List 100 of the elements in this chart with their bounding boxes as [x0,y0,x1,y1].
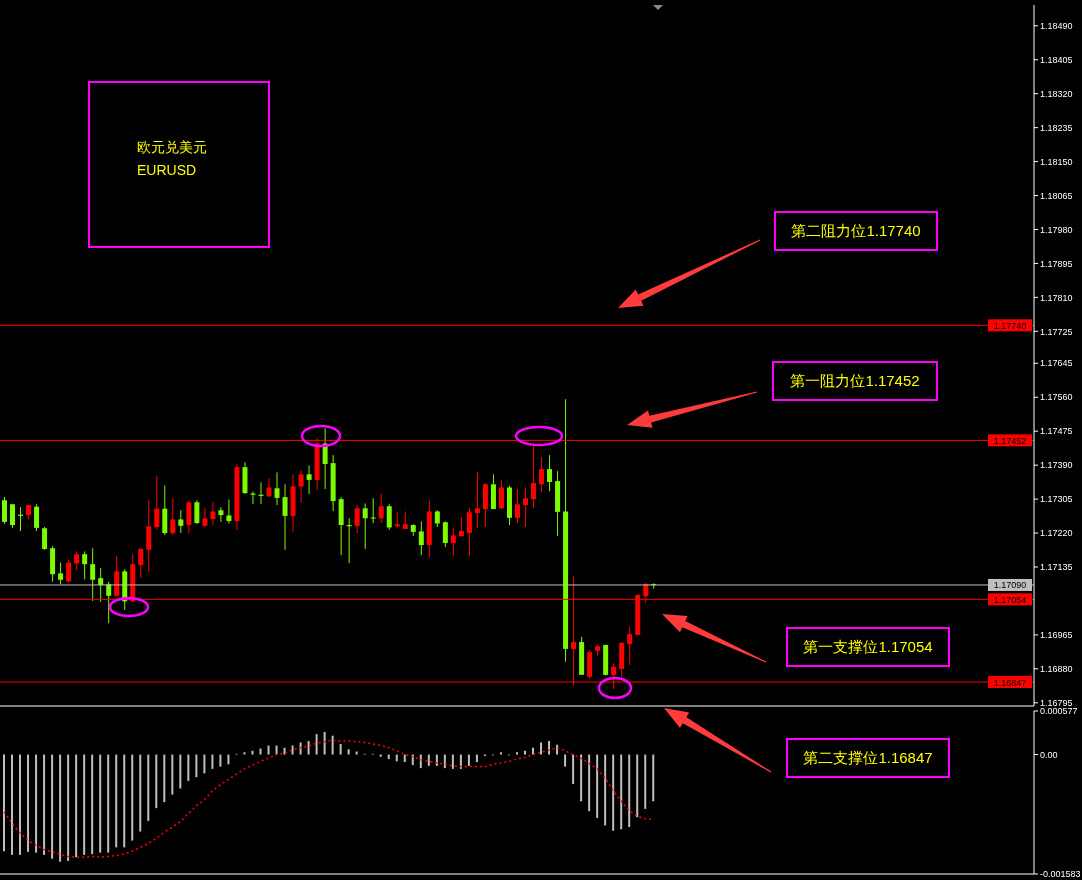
candlestick [547,454,553,492]
bar [171,754,174,795]
bar [572,754,575,784]
bar [323,731,326,755]
y-tick-label: 1.18150 [1040,156,1073,167]
bar [475,754,478,763]
bar [275,745,278,755]
bar [203,754,206,774]
bar [331,735,334,755]
candlestick [466,507,472,557]
candlestick [370,497,376,524]
bar [580,754,583,802]
y-tick-label: 1.16880 [1040,664,1073,675]
candlestick [266,477,272,498]
y-tick-label: 1.18320 [1040,88,1073,99]
candlestick [474,471,480,529]
candlestick [450,526,456,557]
candlestick [386,503,392,531]
bar [99,754,102,853]
bar [588,754,591,812]
candlestick [539,456,545,493]
candlestick [362,502,368,550]
bar [211,754,214,769]
bar [532,747,535,755]
bar [27,754,30,852]
bar [91,754,94,855]
bar [179,754,182,789]
candlestick [34,503,40,532]
y-tick-label: 1.18405 [1040,54,1073,65]
ref-line-label: 1.16847 [993,677,1027,688]
annotation: 第一阻力位1.17452 [790,371,920,391]
ref-line-label: 1.17054 [993,594,1027,605]
y-tick-label: 1.17475 [1040,426,1073,437]
bar [556,744,559,755]
bar [115,754,118,848]
y-tick-label: 1.17725 [1040,326,1073,337]
annotation: EURUSD [137,162,197,178]
bar [339,743,342,755]
y-tick-label: 1.18065 [1040,190,1073,201]
ref-line-label: 1.17740 [993,320,1027,331]
candlestick [218,506,224,523]
annotation: 第一支撑位1.17054 [803,637,933,657]
bar [67,754,70,861]
bar [123,754,126,848]
bar [227,754,230,765]
bar [267,745,270,755]
bar [11,754,14,855]
bar [195,754,198,778]
candlestick [154,475,160,530]
bar [612,754,615,831]
bar [259,748,262,755]
candlestick [74,550,80,571]
candlestick [58,562,64,585]
bar [451,754,454,769]
y-tick-label: 1.17895 [1040,258,1073,269]
bar [307,740,310,755]
candlestick [627,626,633,666]
bar [35,754,38,853]
bar [596,754,599,818]
bar [524,750,527,755]
bar [347,749,350,755]
bar [628,754,631,827]
y-tick-label: 1.17305 [1040,494,1073,505]
bar [403,754,406,763]
candlestick [210,501,216,526]
bar [131,754,134,841]
bar [19,754,22,855]
y-tick-label: 1.16795 [1040,698,1073,708]
bar [291,745,294,755]
bar [636,754,639,818]
y-tick-label: -0.001583 [1040,869,1081,880]
bar [604,754,607,826]
candlestick [2,496,7,525]
candlestick [514,488,520,524]
bar [75,754,78,858]
bar [155,754,158,809]
bar [83,754,86,855]
candlestick [42,526,48,551]
bar [107,754,110,853]
candlestick [442,520,448,548]
y-tick-label: 0.000577 [1040,706,1078,717]
bar [411,754,414,766]
y-tick-label: 1.17645 [1040,358,1073,369]
candlestick [146,499,152,573]
candlestick [178,509,184,534]
bar [443,754,446,769]
y-tick-label: 1.18235 [1040,122,1073,133]
bar [652,754,655,802]
bar [459,754,462,769]
bar [59,754,62,862]
bar [163,754,166,803]
bar [51,754,54,859]
y-tick-label: 0.00 [1040,749,1058,760]
bar [564,754,567,767]
annotation: 欧元兑美元 [137,139,207,157]
bar [3,754,5,852]
candlestick [274,471,280,506]
bar [139,754,142,832]
candlestick [298,469,304,504]
bar [644,754,647,809]
